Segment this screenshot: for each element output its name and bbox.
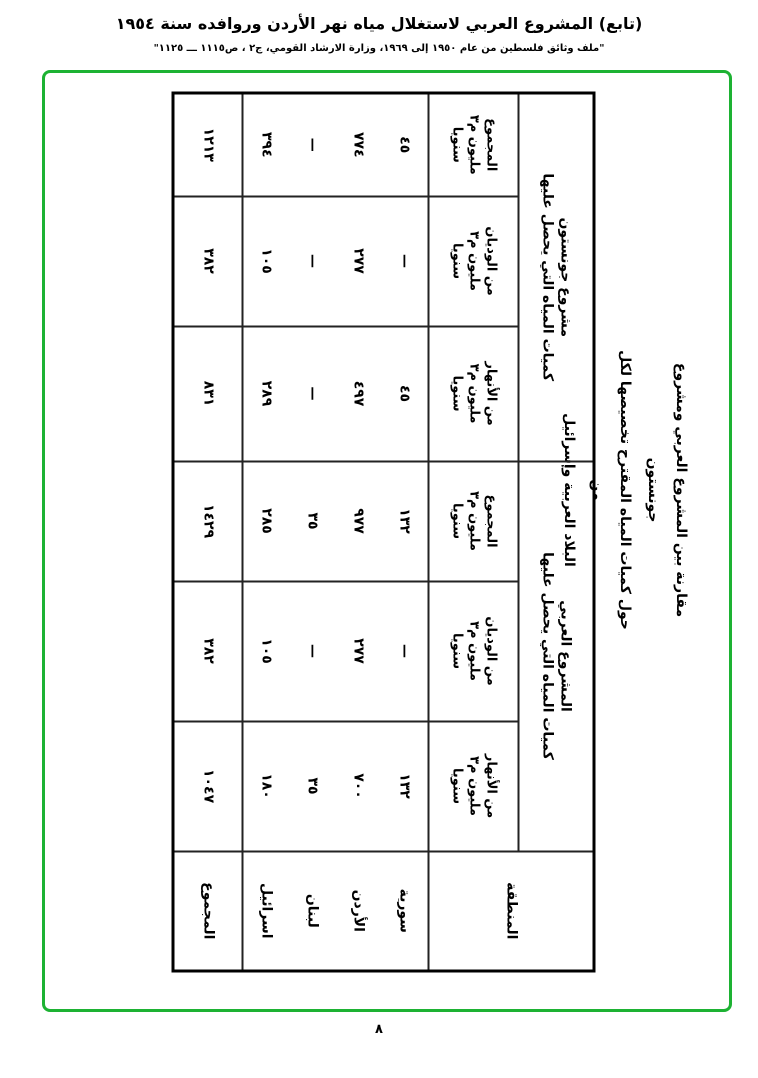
subheader-per: سنويا — [449, 375, 465, 412]
region-cell: لبنان — [290, 851, 336, 972]
group-subtitle: كميات المياه التي يحصل عليها — [539, 552, 556, 760]
subheader-cell: من الأنهار مليون م٣ سنويا — [429, 326, 519, 462]
value-cell: — — [290, 326, 336, 462]
total-cell: ٨٣١ — [173, 326, 243, 462]
subheader-cell: من الأنهار مليون م٣ سنويا — [429, 721, 519, 852]
value-cell: — — [290, 93, 336, 197]
value-cell: ١٠٥ — [243, 581, 290, 722]
subheader-label: المجموع — [483, 118, 499, 172]
subheader-unit: مليون م٣ — [466, 231, 482, 291]
subheader-unit: مليون م٣ — [466, 363, 482, 424]
value-cell: ٢٨٥ — [243, 461, 290, 582]
total-cell: ٣٨٢ — [173, 581, 243, 722]
source-citation: "ملف وثائق فلسطين من عام ١٩٥٠ إلى ١٩٦٩، … — [153, 43, 605, 54]
value-cell: — — [382, 581, 429, 722]
subheader-label: من الوديان — [483, 616, 499, 686]
value-cell: ٢٧٧ — [336, 581, 382, 722]
value-cell: ١٠٥ — [243, 196, 290, 327]
subheader-unit: مليون م٣ — [466, 114, 482, 175]
region-cell: اسرائيل — [243, 851, 290, 972]
value-cell: — — [290, 196, 336, 327]
group-title: المشروع العربي — [557, 600, 574, 712]
region-cell: الأردن — [336, 851, 382, 972]
subheader-label: من الوديان — [483, 226, 499, 296]
subheader-unit: مليون م٣ — [466, 756, 482, 816]
value-cell: ١٣٢ — [382, 721, 429, 852]
value-cell: ٢٧٧ — [336, 196, 382, 327]
title-line: مقارنة بين المشروع العربي ومشروع جونستون — [645, 362, 689, 618]
group-title: مشروع جونستون — [557, 217, 574, 338]
value-cell: ٧٧٤ — [336, 93, 382, 197]
water-comparison-table: المنطقة المشروع العربي كميات المياه التي … — [172, 91, 596, 973]
group-header-arab: المشروع العربي كميات المياه التي يحصل علي… — [519, 461, 594, 852]
region-cell: سورية — [382, 851, 429, 972]
rotated-table: المنطقة المشروع العربي كميات المياه التي … — [172, 91, 596, 973]
subheader-cell: من الوديان مليون م٣ سنويا — [429, 196, 519, 327]
value-cell: ٤٥ — [382, 93, 429, 197]
table-row: اسرائيل ١٨٠ ١٠٥ ٢٨٥ ٢٨٩ ١٠٥ ٣٩٤ — [243, 93, 290, 972]
table-title: مقارنة بين المشروع العربي ومشروع جونستون… — [561, 340, 695, 640]
value-cell: ٣٥ — [290, 721, 336, 852]
subheader-unit: مليون م٣ — [466, 491, 482, 551]
subheader-label: من الأنهار — [483, 753, 499, 819]
subheader-per: سنويا — [449, 126, 465, 163]
value-cell: ٩٧٧ — [336, 461, 382, 582]
value-cell: ٣٩٤ — [243, 93, 290, 197]
value-cell: ٤٥ — [382, 326, 429, 462]
total-cell: ١٤٢٩ — [173, 461, 243, 582]
value-cell: ٤٩٧ — [336, 326, 382, 462]
page-number: ٨ — [375, 1022, 383, 1037]
value-cell: ١٣٢ — [382, 461, 429, 582]
subheader-per: سنويا — [449, 243, 465, 280]
subheader-per: سنويا — [449, 633, 465, 670]
total-cell: ١٠٤٧ — [173, 721, 243, 852]
total-row: المجموع ١٠٤٧ ٣٨٢ ١٤٢٩ ٨٣١ ٣٨٢ ١٢١٣ — [173, 93, 243, 972]
subheader-cell: المجموع مليون م٣ سنويا — [429, 93, 519, 197]
subheader-cell: المجموع مليون م٣ سنويا — [429, 461, 519, 582]
table-row: الأردن ٧٠٠ ٢٧٧ ٩٧٧ ٤٩٧ ٢٧٧ ٧٧٤ — [336, 93, 382, 972]
region-cell: المجموع — [173, 851, 243, 972]
subheader-unit: مليون م٣ — [466, 621, 482, 681]
value-cell: — — [382, 196, 429, 327]
subheader-label: المجموع — [483, 494, 499, 548]
total-cell: ١٢١٣ — [173, 93, 243, 197]
group-header-johnston: مشروع جونستون كميات المياه التي يحصل عليه… — [519, 93, 594, 462]
page-title: (تابع) المشروع العربي لاستغلال مياه نهر … — [115, 14, 643, 33]
value-cell: — — [290, 581, 336, 722]
group-subtitle: كميات المياه التي يحصل عليها — [539, 173, 556, 382]
subheader-per: سنويا — [449, 768, 465, 805]
table-row: سورية ١٣٢—١٣٢ ٤٥—٤٥ — [382, 93, 429, 972]
green-frame — [42, 70, 732, 1012]
subheader-label: من الأنهار — [483, 361, 499, 426]
value-cell: ٢٨٩ — [243, 326, 290, 462]
value-cell: ١٨٠ — [243, 721, 290, 852]
total-cell: ٣٨٢ — [173, 196, 243, 327]
value-cell: ٧٠٠ — [336, 721, 382, 852]
region-header: المنطقة — [429, 851, 594, 972]
value-cell: ٣٥ — [290, 461, 336, 582]
subheader-cell: من الوديان مليون م٣ سنويا — [429, 581, 519, 722]
subheader-per: سنويا — [449, 503, 465, 540]
table-row: لبنان ٣٥—٣٥— — — — [290, 93, 336, 972]
